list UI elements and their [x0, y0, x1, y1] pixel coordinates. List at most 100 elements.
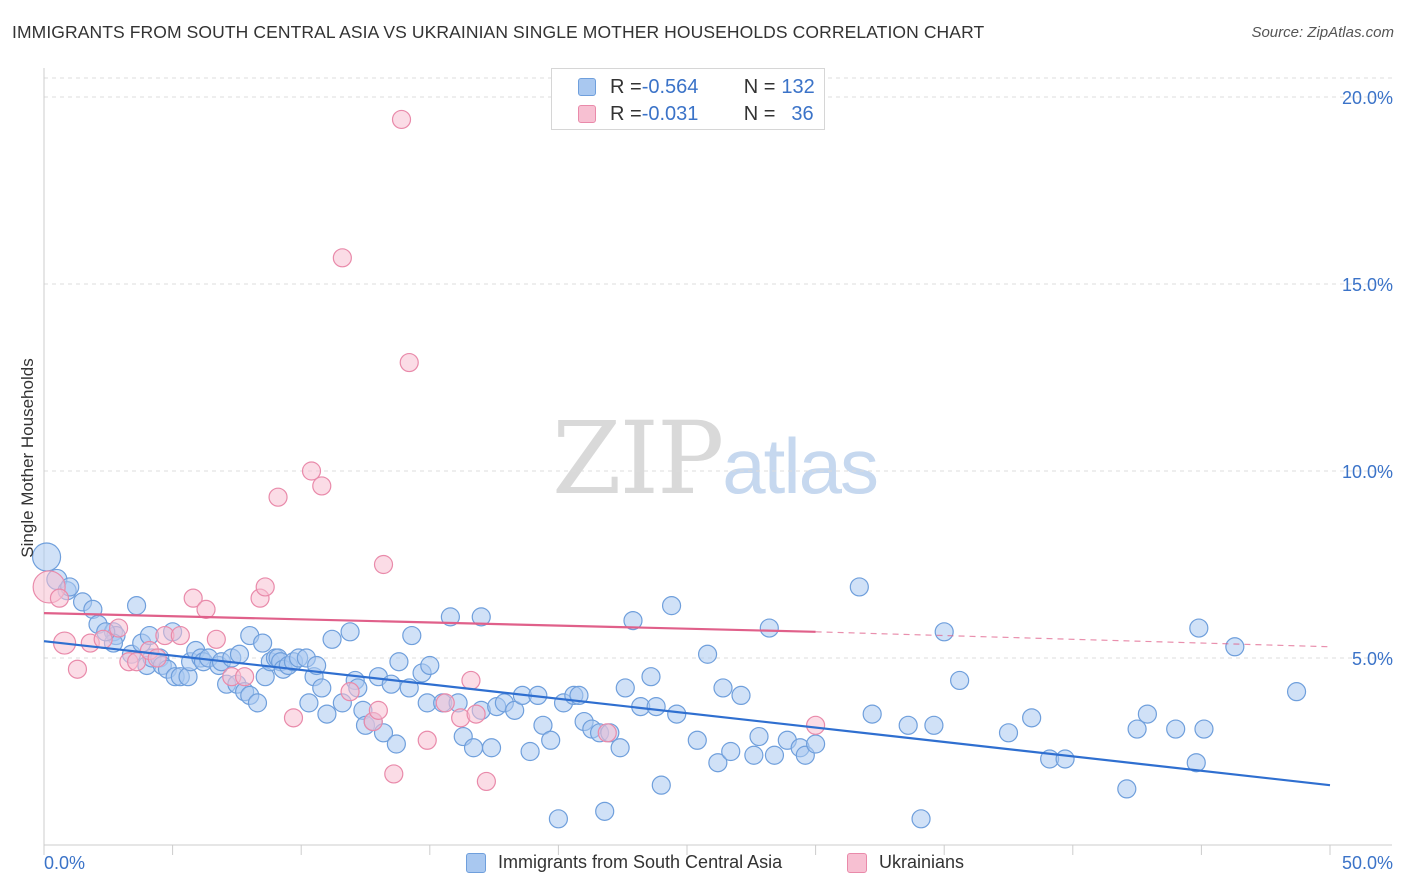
legend-n-label: N = [743, 75, 776, 98]
point-immigrants [386, 734, 406, 754]
watermark: ZIPatlas [552, 400, 879, 517]
legend-r-value: -0.564 [641, 75, 699, 98]
point-ukrainians [183, 588, 203, 608]
point-immigrants [1166, 719, 1186, 739]
watermark-zip: ZIP [552, 400, 724, 517]
point-immigrants [1286, 682, 1307, 702]
point-immigrants [381, 674, 401, 694]
point-ukrainians [417, 730, 437, 750]
point-immigrants [481, 738, 502, 758]
point-immigrants [721, 741, 741, 762]
point-ukrainians [268, 487, 288, 507]
point-immigrants [420, 655, 440, 676]
trendline-immigrants [43, 640, 1331, 787]
point-ukrainians [301, 461, 322, 481]
point-ukrainians [126, 652, 147, 672]
x-tick-label: 50.0% [1342, 853, 1393, 873]
point-ukrainians [235, 667, 255, 687]
point-immigrants [548, 809, 569, 829]
y-tick-label: 10.0% [1342, 462, 1393, 482]
point-ukrainians [384, 764, 404, 784]
legend-n-value: 36 [791, 102, 814, 125]
legend-r-value: -0.031 [641, 102, 699, 125]
point-immigrants [317, 704, 337, 724]
point-immigrants [533, 715, 553, 735]
point-ukrainians [373, 554, 394, 575]
point-immigrants [759, 618, 779, 638]
point-ukrainians [391, 109, 412, 130]
point-immigrants [1194, 719, 1214, 739]
point-immigrants [615, 678, 635, 698]
point-immigrants [849, 577, 869, 597]
point-immigrants [505, 700, 525, 720]
point-immigrants [402, 625, 422, 646]
point-ukrainians [67, 659, 88, 679]
legend-row-blue: R = -0.564 N = 132 [578, 74, 815, 100]
point-immigrants [998, 723, 1019, 743]
point-ukrainians [147, 648, 167, 668]
point-immigrants [924, 715, 944, 735]
point-immigrants [340, 622, 360, 642]
legend-swatch-pink [578, 105, 596, 123]
point-ukrainians [368, 700, 388, 720]
point-ukrainians [170, 625, 190, 646]
point-immigrants [247, 693, 268, 713]
point-immigrants [229, 644, 250, 664]
legend-n-label: N = [743, 102, 776, 125]
point-ukrainians [476, 771, 496, 792]
point-ukrainians [466, 704, 486, 724]
point-immigrants [1137, 704, 1157, 724]
y-tick-label: 15.0% [1342, 275, 1393, 295]
point-immigrants [911, 809, 931, 829]
point-immigrants [440, 607, 460, 627]
point-ukrainians [93, 629, 113, 649]
point-immigrants [463, 738, 484, 758]
point-ukrainians [435, 693, 455, 713]
point-immigrants [126, 596, 147, 616]
point-immigrants [610, 738, 630, 758]
point-immigrants [708, 753, 728, 773]
point-immigrants [651, 775, 671, 795]
point-immigrants [1225, 637, 1245, 657]
legend-swatch-blue [578, 78, 596, 96]
legend-item-ukrainians: Ukrainians [847, 852, 964, 873]
point-immigrants [520, 741, 540, 762]
point-ukrainians [312, 476, 332, 496]
point-ukrainians [196, 599, 216, 619]
point-immigrants [312, 678, 332, 698]
point-immigrants [1117, 779, 1137, 799]
point-immigrants [731, 685, 751, 706]
point-immigrants [950, 670, 970, 691]
legend-swatch-immigrants [466, 852, 486, 873]
point-immigrants [749, 726, 769, 747]
point-ukrainians [206, 629, 226, 649]
point-immigrants [541, 730, 561, 750]
legend-r-label: R = [610, 75, 642, 98]
point-immigrants [744, 745, 764, 765]
legend-label-ukrainians: Ukrainians [879, 852, 965, 872]
correlation-legend: R = -0.564 N = 132 R = -0.031 N = 36 [551, 68, 825, 130]
point-ukrainians [805, 715, 826, 735]
point-immigrants [862, 704, 882, 724]
point-immigrants [646, 697, 666, 717]
point-immigrants [713, 678, 733, 698]
point-immigrants [805, 734, 826, 754]
point-ukrainians [255, 577, 275, 597]
y-axis-label: Single Mother Households [18, 358, 37, 558]
point-immigrants [697, 644, 718, 664]
trendline-ukrainians [43, 612, 816, 633]
point-ukrainians [461, 670, 481, 691]
source-label: Source: ZipAtlas.com [1251, 24, 1394, 41]
point-ukrainians [283, 708, 304, 728]
point-immigrants [253, 633, 273, 653]
point-immigrants [1189, 618, 1209, 638]
point-immigrants [898, 715, 918, 735]
legend-n-value: 132 [781, 75, 815, 98]
chart-title: IMMIGRANTS FROM SOUTH CENTRAL ASIA VS UK… [12, 22, 985, 42]
point-immigrants [1055, 749, 1075, 769]
x-tick-label: 0.0% [44, 853, 85, 873]
point-immigrants [595, 801, 615, 821]
point-ukrainians [332, 248, 352, 268]
legend-item-immigrants: Immigrants from South Central Asia [466, 852, 782, 873]
